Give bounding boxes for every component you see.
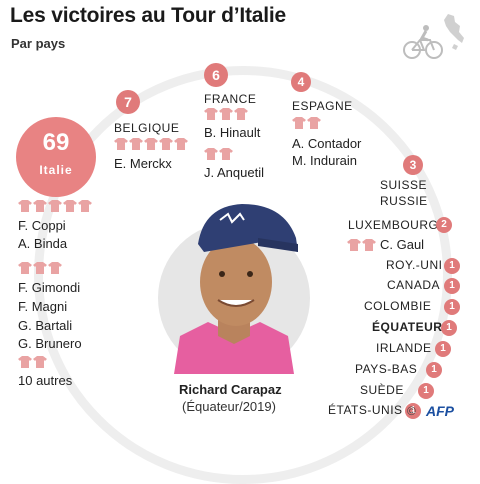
rider-brunero: G. Brunero [18,336,82,351]
jersey-icon [18,262,32,274]
italie-others: 10 autres [18,373,73,388]
espagne-jerseys [292,117,321,129]
rider-magni: F. Magni [18,299,68,314]
jersey-icon [63,200,77,212]
country-canada: Canada [387,278,441,292]
italie-count-badge: 69 Italie [16,117,96,197]
jersey-icon [204,108,218,120]
jersey-icon [78,200,92,212]
jersey-icon [129,138,143,150]
jersey-icon [33,262,47,274]
belgique-count: 7 [116,90,140,114]
luxembourg-count: 2 [436,217,452,233]
suisse-russie-count: 3 [403,155,423,175]
portrait-photo [174,204,298,374]
jersey-icon [159,138,173,150]
copyright-symbol: © [407,404,416,418]
jersey-icon [144,138,158,150]
suede-count: 1 [418,383,434,399]
country-suede: Suède [360,383,404,397]
country-roy-uni: Roy.-Uni [386,258,443,272]
country-irlande: Irlande [376,341,432,355]
etats-unis-count: 1 [405,403,421,419]
jersey-icon [18,356,32,368]
italie-jerseys-row-1 [18,200,92,212]
pays-bas-count: 1 [426,362,442,378]
jersey-icon [292,117,306,129]
page-title: Les victoires au Tour d’Italie [10,4,287,27]
rider-gaul: C. Gaul [380,237,425,252]
jersey-icon [362,239,376,251]
jersey-icon [204,148,218,160]
jersey-icon [174,138,188,150]
cyclist-icon [403,14,464,59]
country-russie: Russie [380,194,428,208]
jersey-icon [219,108,233,120]
jersey-icon [33,356,47,368]
france-count: 6 [204,63,228,87]
jersey-icon [234,108,248,120]
country-colombie: Colombie [364,299,432,313]
country-equateur: Équateur [372,320,443,334]
rider-coppi: F. Coppi [18,218,66,233]
page-subtitle: Par pays [11,36,66,51]
italie-label: Italie [39,163,73,177]
country-pays-bas: Pays-Bas [355,362,418,376]
jersey-icon [18,200,32,212]
france-jerseys-row-1 [204,108,248,120]
country-belgique: Belgique [114,121,180,135]
rider-bartali: G. Bartali [18,318,73,333]
belgique-jerseys [114,138,188,150]
italie-jerseys-row-3 [18,356,47,368]
rider-indurain: M. Indurain [292,153,358,168]
espagne-count: 4 [291,72,311,92]
italie-jerseys-row-2 [18,262,62,274]
rider-binda: A. Binda [18,236,68,251]
jersey-icon [33,200,47,212]
jersey-icon [114,138,128,150]
rider-merckx: E. Merckx [114,156,172,171]
winner-name: Richard Carapaz [179,382,282,397]
italie-wins: 69 [42,129,70,156]
colombie-count: 1 [444,299,460,315]
jersey-icon [347,239,361,251]
equateur-count: 1 [441,320,457,336]
jersey-icon [219,148,233,160]
country-luxembourg: Luxembourg [348,218,439,232]
france-jerseys-row-2 [204,148,233,160]
country-suisse: Suisse [380,178,428,192]
luxembourg-jerseys [347,239,376,251]
canada-count: 1 [444,278,460,294]
winner-detail: (Équateur/2019) [182,399,276,414]
irlande-count: 1 [435,341,451,357]
country-etats-unis: États-Unis [328,403,403,417]
country-france: France [204,92,257,106]
rider-contador: A. Contador [292,136,362,151]
agency-logo: AFP [426,403,454,419]
rider-gimondi: F. Gimondi [18,280,81,295]
country-espagne: Espagne [292,99,353,113]
jersey-icon [48,262,62,274]
rider-anquetil: J. Anquetil [204,165,264,180]
jersey-icon [307,117,321,129]
jersey-icon [48,200,62,212]
roy-uni-count: 1 [444,258,460,274]
rider-hinault: B. Hinault [204,125,261,140]
